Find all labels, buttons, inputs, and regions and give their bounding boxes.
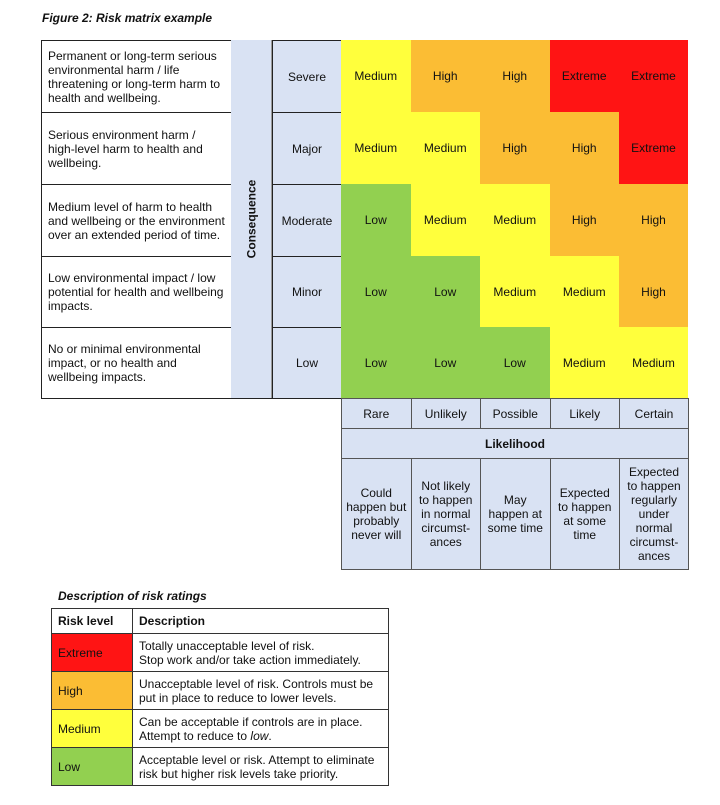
- rating-description: Unacceptable level of risk. Controls mus…: [132, 671, 389, 710]
- likelihood-description: Expected to happen regularly under norma…: [619, 458, 689, 570]
- rating-description: Can be acceptable if controls are in pla…: [132, 709, 389, 748]
- description-line: Acceptable level or risk. Attempt to eli…: [139, 752, 375, 767]
- consequence-label-text: Consequence: [244, 179, 258, 259]
- risk-cell: Low: [341, 184, 411, 256]
- risk-cell: High: [619, 184, 688, 256]
- risk-cell: Low: [341, 327, 411, 398]
- risk-cell: High: [619, 256, 688, 327]
- likelihood-level: Certain: [619, 398, 689, 429]
- likelihood-axis-label: Likelihood: [341, 428, 689, 459]
- risk-cell: Medium: [549, 256, 619, 327]
- risk-cell: Low: [410, 327, 480, 398]
- description-line: put in place to reduce to lower levels.: [139, 690, 337, 705]
- risk-level: Low: [51, 747, 133, 786]
- risk-cell: High: [480, 112, 550, 184]
- header-description: Description: [132, 608, 389, 634]
- risk-cell: Extreme: [619, 112, 688, 184]
- risk-cell: Medium: [410, 184, 480, 256]
- consequence-level: Minor: [272, 256, 342, 328]
- likelihood-level: Likely: [549, 398, 620, 429]
- consequence-description: Serious environment harm / high-level ha…: [41, 112, 232, 185]
- risk-level: High: [51, 671, 133, 710]
- likelihood-description: Expected to happen at some time: [549, 458, 620, 570]
- risk-cell: High: [480, 40, 550, 112]
- divider: [41, 398, 341, 399]
- likelihood-level: Rare: [341, 398, 412, 429]
- risk-cell: Medium: [480, 256, 550, 327]
- description-italic: low: [250, 728, 269, 743]
- consequence-level: Major: [272, 112, 342, 185]
- consequence-description: Low environmental impact / low potential…: [41, 256, 232, 328]
- risk-cell: High: [549, 184, 619, 256]
- risk-cell: Medium: [410, 112, 480, 184]
- risk-cell: High: [549, 112, 619, 184]
- risk-cell: Low: [341, 256, 411, 327]
- rating-row: High Unacceptable level of risk. Controls…: [51, 671, 389, 710]
- risk-cell: Extreme: [549, 40, 619, 112]
- risk-level: Extreme: [51, 633, 133, 672]
- rating-description: Totally unacceptable level of risk. Stop …: [132, 633, 389, 672]
- rating-row: Medium Can be acceptable if controls are …: [51, 709, 389, 748]
- figure-title: Figure 2: Risk matrix example: [42, 11, 213, 25]
- header-risk-level: Risk level: [51, 608, 133, 634]
- risk-cell: Medium: [619, 327, 688, 398]
- risk-cell: Medium: [480, 184, 550, 256]
- consequence-level: Moderate: [272, 184, 342, 257]
- likelihood-level: Possible: [480, 398, 551, 429]
- description-end: .: [268, 728, 272, 743]
- risk-cell: Medium: [341, 40, 411, 112]
- risk-ratings-table: Risk level Description Extreme Totally unac…: [51, 608, 389, 786]
- consequence-level: Low: [272, 327, 342, 399]
- likelihood-description: May happen at some time: [480, 458, 551, 570]
- risk-cell: Medium: [549, 327, 619, 398]
- likelihood-level: Unlikely: [410, 398, 481, 429]
- description-line: Can be acceptable if controls are in pla…: [139, 714, 363, 729]
- consequence-description: Permanent or long-term serious environme…: [41, 40, 232, 113]
- consequence-description: Medium level of harm to health and wellb…: [41, 184, 232, 257]
- description-line: Unacceptable level of risk. Controls mus…: [139, 676, 374, 691]
- description-line: Stop work and/or take action immediately…: [139, 652, 361, 667]
- description-line: risk but higher risk levels take priorit…: [139, 766, 339, 781]
- rating-description: Acceptable level or risk. Attempt to eli…: [132, 747, 389, 786]
- ratings-table-title: Description of risk ratings: [58, 589, 207, 603]
- risk-cell: Extreme: [619, 40, 688, 112]
- consequence-axis-label: Consequence: [231, 40, 272, 398]
- risk-cell: Medium: [341, 112, 411, 184]
- description-line: Totally unacceptable level of risk.: [139, 638, 315, 653]
- risk-cell: High: [410, 40, 480, 112]
- risk-cell: Low: [480, 327, 550, 398]
- rating-row: Extreme Totally unacceptable level of ris…: [51, 633, 389, 672]
- risk-cell: Low: [410, 256, 480, 327]
- consequence-level: Severe: [272, 40, 342, 113]
- description-line: Attempt to reduce to: [139, 728, 251, 743]
- consequence-description: No or minimal environmental impact, or n…: [41, 327, 232, 399]
- risk-level: Medium: [51, 709, 133, 748]
- likelihood-description: Could happen but probably never will: [341, 458, 412, 570]
- rating-row: Low Acceptable level or risk. Attempt to …: [51, 747, 389, 786]
- likelihood-description: Not likely to happen in normal circumst-…: [410, 458, 481, 570]
